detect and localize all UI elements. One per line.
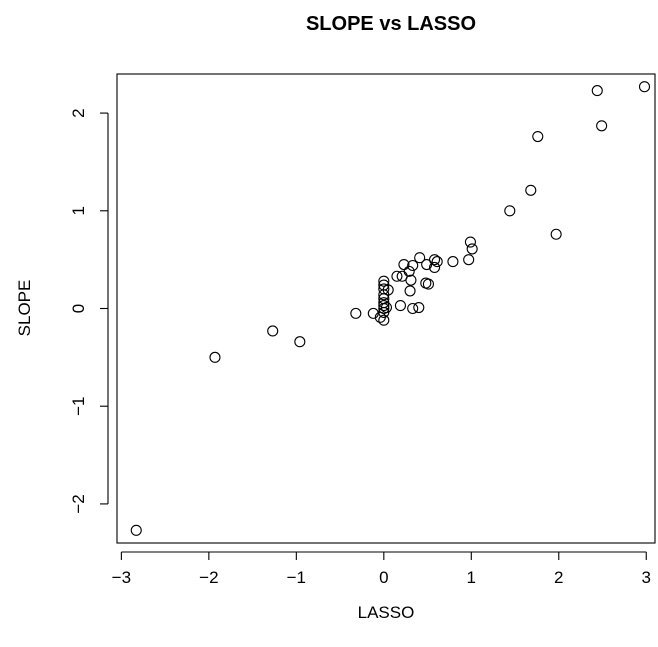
data-point — [267, 325, 279, 337]
data-point — [130, 524, 142, 536]
data-point — [429, 261, 441, 274]
data-point — [378, 283, 390, 295]
data-point — [403, 265, 415, 277]
y-axis: −2 −1 0 1 2 — [69, 108, 109, 514]
data-point — [378, 275, 390, 287]
data-point — [596, 120, 608, 132]
data-point — [382, 284, 394, 296]
x-tick-label: 3 — [642, 568, 651, 587]
data-point — [294, 336, 306, 348]
x-tick-label: 2 — [554, 568, 563, 587]
x-axis-title: LASSO — [358, 603, 415, 622]
data-point — [367, 307, 379, 319]
data-point — [413, 301, 425, 314]
x-tick-label: 1 — [467, 568, 476, 587]
x-tick-label: −3 — [112, 568, 131, 587]
data-point — [350, 307, 362, 319]
y-tick-label: −1 — [69, 397, 88, 416]
y-tick-label: 0 — [69, 304, 88, 313]
data-point — [391, 270, 403, 282]
data-point — [638, 81, 651, 93]
data-point — [429, 254, 441, 266]
x-axis: −3 −2 −1 0 1 2 3 — [112, 551, 651, 587]
data-point — [209, 351, 221, 363]
data-point — [380, 301, 392, 314]
data-point — [378, 314, 390, 326]
x-tick-label: −1 — [287, 568, 306, 587]
data-point — [591, 85, 603, 97]
y-tick-label: 1 — [69, 206, 88, 215]
data-point — [378, 300, 390, 312]
data-point — [550, 228, 562, 240]
data-point — [405, 274, 417, 286]
data-point — [398, 258, 410, 271]
y-axis-title: SLOPE — [15, 280, 34, 337]
x-tick-label: −2 — [199, 568, 218, 587]
chart-title: SLOPE vs LASSO — [306, 13, 476, 35]
data-point — [431, 256, 443, 268]
data-point — [394, 300, 406, 312]
data-points — [130, 81, 651, 536]
data-point — [407, 259, 419, 272]
data-point — [407, 302, 419, 315]
data-point — [421, 258, 433, 271]
plot-frame — [116, 73, 656, 544]
data-point — [525, 184, 537, 196]
data-point — [504, 205, 516, 217]
data-point — [447, 256, 459, 268]
x-tick-label: 0 — [379, 568, 388, 587]
data-point — [422, 278, 434, 290]
y-tick-label: 2 — [69, 108, 88, 117]
data-point — [404, 285, 416, 297]
data-point — [464, 236, 476, 248]
data-point — [463, 254, 475, 266]
data-point — [532, 130, 544, 143]
y-tick-label: −2 — [69, 494, 88, 513]
data-point — [414, 252, 426, 264]
data-point — [466, 243, 478, 255]
